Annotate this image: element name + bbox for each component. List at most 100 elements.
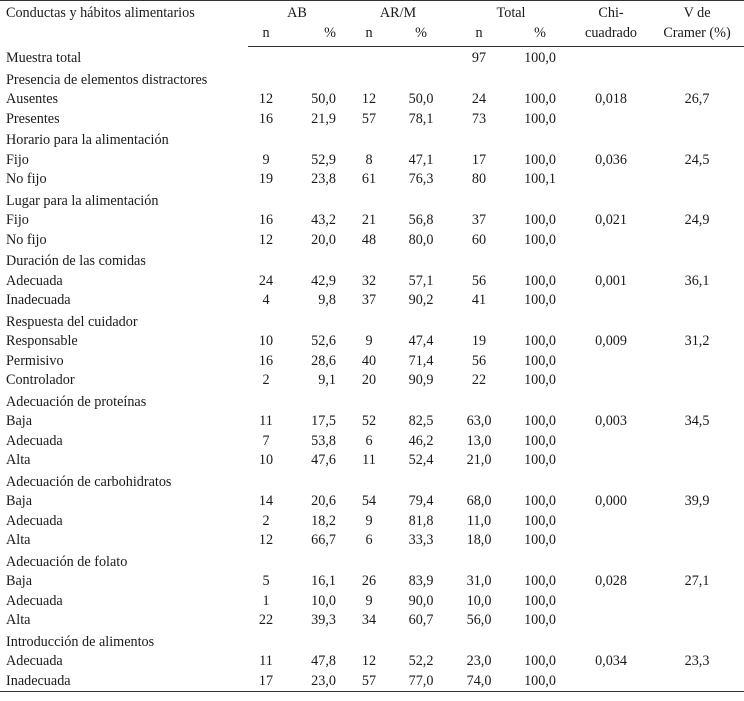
cell-total-pct: 100,0 <box>524 592 556 609</box>
table-row: No fijo 19 23,8 61 76,3 80 100,1 <box>0 170 744 190</box>
cell-chi-cuadrado <box>572 512 650 532</box>
cell-arm-n: 6 <box>365 532 373 548</box>
cell-chi-cuadrado <box>572 231 650 251</box>
cell-v-cramer: 34,5 <box>684 413 710 429</box>
row-label: Presentes <box>6 110 60 127</box>
cell-arm-n: 26 <box>361 573 377 589</box>
cell-ab-n: 22 <box>258 612 274 628</box>
row-label: Adecuada <box>6 432 63 449</box>
cell-v-cramer <box>650 592 744 612</box>
cell-arm-n: 54 <box>361 493 377 509</box>
cell-ab-n: 5 <box>262 573 270 589</box>
cell-ab-pct: 53,8 <box>311 432 336 449</box>
cell-ab-pct: 23,8 <box>311 171 336 187</box>
table-row: Adecuada 7 53,8 6 46,2 13,0 100,0 <box>0 432 744 452</box>
cell-chi-cuadrado: 0,021 <box>595 212 627 228</box>
cell-ab-pct: 52,9 <box>311 151 336 168</box>
cell-total-n: 10,0 <box>466 592 492 609</box>
row-label: No fijo <box>6 171 47 187</box>
group-header-row: Adecuación de folato <box>0 551 744 573</box>
cell-arm-n: 40 <box>361 352 377 369</box>
cell-ab-pct: 39,3 <box>311 612 336 628</box>
cell-ab-pct: 42,9 <box>311 272 336 289</box>
cell-total-n: 13,0 <box>466 432 492 449</box>
cell-total-pct: 100,0 <box>524 532 556 548</box>
cell-v-cramer: 24,9 <box>684 212 710 228</box>
cell-arm-pct: 79,4 <box>408 493 434 509</box>
group-header-row: Adecuación de carbohidratos <box>0 471 744 493</box>
cell-total-pct: 100,0 <box>524 512 556 529</box>
group-header-row: Duración de las comidas <box>0 250 744 272</box>
cell-chi-cuadrado <box>572 671 651 692</box>
cell-arm-n: 6 <box>365 432 373 449</box>
row-label: Alta <box>6 452 31 468</box>
cell-total-n: 18,0 <box>466 532 492 548</box>
cell-ab-n: 16 <box>258 352 274 369</box>
table-row: Adecuada 24 42,9 32 57,1 56 100,0 0,001 36,1 <box>0 272 744 292</box>
row-label: Adecuada <box>6 272 63 289</box>
sample-total-label: Muestra total <box>6 49 82 66</box>
row-label: Alta <box>6 612 31 628</box>
cell-total-n: 74,0 <box>450 671 509 692</box>
cell-ab-n: 7 <box>262 432 270 449</box>
row-label: Permisivo <box>6 352 64 369</box>
header-ab-n: n <box>248 23 284 47</box>
cell-arm-pct: 81,8 <box>408 512 434 529</box>
cell-total-n: 80 <box>471 171 487 187</box>
group-title: Presencia de elementos distractores <box>6 71 208 88</box>
table-row: Permisivo 16 28,6 40 71,4 56 100,0 <box>0 352 744 372</box>
row-label: Baja <box>6 573 32 589</box>
cell-arm-n: 9 <box>365 592 373 609</box>
cell-total-n: 17 <box>471 151 487 168</box>
cell-arm-pct: 82,5 <box>408 413 434 429</box>
cell-total-pct: 100,0 <box>524 151 556 168</box>
cell-total-n: 21,0 <box>466 452 492 468</box>
cell-total-pct: 100,0 <box>524 612 556 628</box>
row-label: Adecuada <box>6 653 63 669</box>
cell-ab-pct: 21,9 <box>311 110 336 127</box>
cell-ab-pct: 17,5 <box>311 413 336 429</box>
cell-chi-cuadrado <box>572 451 650 471</box>
cell-arm-pct: 77,0 <box>392 671 451 692</box>
cell-v-cramer: 39,9 <box>684 493 710 509</box>
header-chi-line1: Chi- <box>572 0 651 24</box>
header-total-pct: % <box>508 23 573 47</box>
group-title: Introducción de alimentos <box>6 633 155 650</box>
cell-ab-pct: 10,0 <box>311 592 336 609</box>
cell-ab-n: 14 <box>258 493 274 509</box>
cell-total-pct: 100,0 <box>524 413 556 429</box>
cell-total-n: 37 <box>471 212 487 228</box>
cell-ab-pct: 50,0 <box>311 91 336 107</box>
cell-arm-pct: 83,9 <box>408 573 434 589</box>
cell-ab-pct: 20,0 <box>311 231 336 248</box>
cell-ab-pct: 16,1 <box>311 573 336 589</box>
header-v-line1: V de <box>650 0 744 24</box>
cell-total-n: 11,0 <box>466 512 492 529</box>
group-title: Respuesta del cuidador <box>6 313 138 330</box>
table-row: Presentes 16 21,9 57 78,1 73 100,0 <box>0 110 744 130</box>
cell-arm-pct: 60,7 <box>408 612 434 628</box>
row-label: Baja <box>6 493 32 509</box>
row-label: Fijo <box>6 151 29 168</box>
table-row: Ausentes 12 50,0 12 50,0 24 100,0 0,018 26,7 <box>0 90 744 110</box>
cell-total-pct: 100,0 <box>524 653 556 669</box>
table-row: Alta 22 39,3 34 60,7 56,0 100,0 <box>0 611 744 631</box>
cell-v-cramer: 31,2 <box>684 333 710 349</box>
cell-ab-n: 19 <box>258 171 274 187</box>
cell-chi-cuadrado <box>572 170 650 190</box>
cell-arm-pct: 90,2 <box>408 292 434 308</box>
cell-arm-n: 8 <box>365 151 373 168</box>
cell-total-pct: 100,0 <box>524 432 556 449</box>
cell-arm-n: 20 <box>361 372 377 388</box>
table-body: Muestra total 9 7 100,0 Presencia de elem… <box>0 47 744 692</box>
header-conductas: Conductas y hábitos alimentarios <box>0 0 248 47</box>
cell-ab-pct: 9,8 <box>318 292 336 308</box>
cell-arm-pct: 52,2 <box>408 653 434 669</box>
cell-total-pct: 100,0 <box>524 292 556 308</box>
cell-arm-pct: 80,0 <box>408 231 434 248</box>
cell-chi-cuadrado <box>572 531 650 551</box>
cell-ab-pct: 28,6 <box>311 352 336 369</box>
cell-v-cramer <box>650 531 744 551</box>
cell-total-pct: 100,0 <box>524 272 556 289</box>
cell-total-pct: 100,0 <box>524 452 556 468</box>
